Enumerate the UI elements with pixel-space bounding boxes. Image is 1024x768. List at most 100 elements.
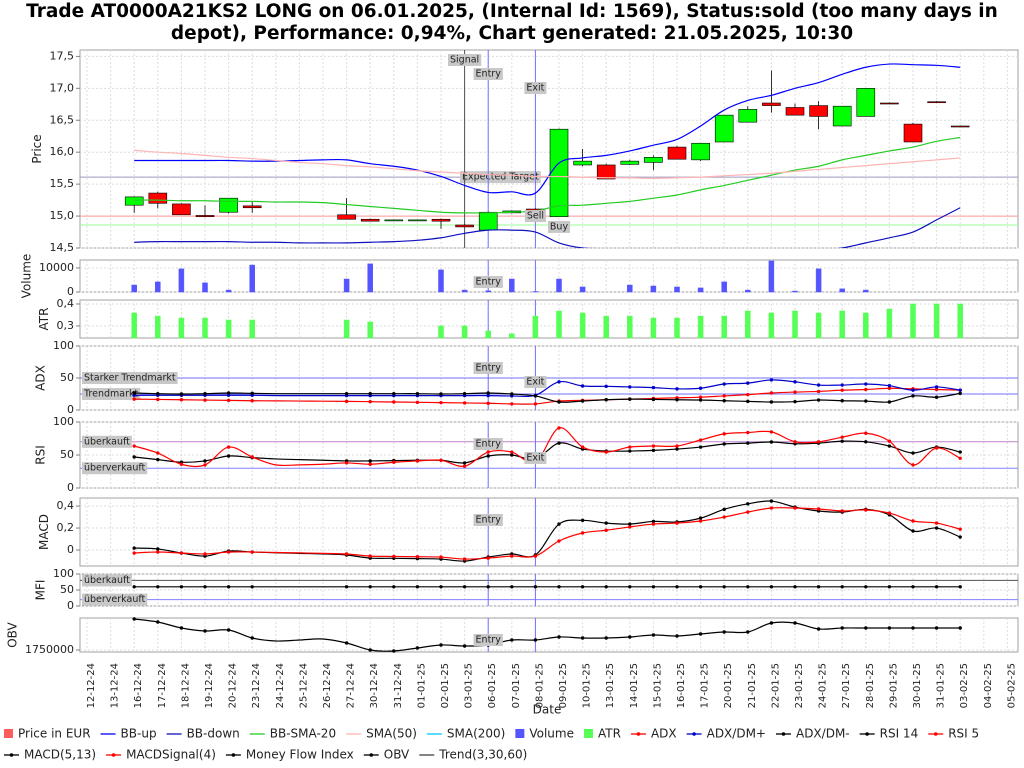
marker: [651, 585, 656, 589]
marker: [132, 585, 136, 589]
x-tick-label: 24-01-25: [818, 663, 829, 708]
line: [134, 149, 961, 179]
marker: [392, 400, 396, 404]
marker: [887, 386, 892, 390]
candle-body: [596, 164, 616, 180]
marker: [368, 459, 372, 463]
marker: [415, 400, 420, 405]
marker: [769, 400, 774, 404]
x-tick-label: 13-12-24: [110, 663, 121, 708]
marker: [911, 529, 915, 533]
legend-label: ADX/DM+: [707, 727, 766, 741]
legend-label: SMA(50): [366, 727, 417, 741]
marker: [392, 554, 396, 559]
bar: [485, 290, 491, 293]
legend-marker: [865, 732, 869, 736]
marker: [132, 397, 136, 401]
x-tick-label: 01-01-25: [416, 663, 427, 708]
bar: [532, 315, 539, 339]
marker: [439, 458, 443, 462]
marker: [439, 555, 443, 559]
bar: [461, 325, 468, 339]
legend-marker: [781, 732, 786, 736]
legend-item: ADX/DM+: [686, 727, 766, 741]
marker: [628, 385, 632, 389]
bar: [721, 315, 727, 339]
marker: [769, 499, 774, 503]
marker: [675, 444, 679, 448]
marker: [368, 585, 372, 589]
line: [134, 392, 961, 403]
bar: [579, 312, 586, 339]
bar: [509, 278, 515, 293]
x-tick-label: 10-01-25: [582, 663, 593, 708]
marker: [533, 394, 538, 398]
marker: [911, 585, 915, 589]
bar: [768, 312, 775, 339]
marker: [462, 644, 467, 648]
chart-title: Trade AT0000A21KS2 LONG on 06.01.2025, (…: [26, 1, 998, 44]
candle-body: [620, 160, 640, 165]
annotation-bg: [547, 220, 571, 233]
marker: [604, 450, 608, 454]
marker: [179, 398, 184, 402]
bar: [461, 289, 468, 293]
marker: [156, 550, 160, 554]
marker: [793, 390, 797, 394]
bar: [155, 281, 161, 293]
marker: [344, 641, 349, 645]
marker: [864, 431, 868, 435]
marker: [250, 636, 254, 640]
legend-swatch: [515, 729, 525, 738]
legend-label: RSI 5: [948, 727, 979, 741]
candle-body: [337, 214, 356, 220]
y-tick-label: 0: [67, 403, 74, 416]
marker: [203, 459, 207, 463]
marker: [368, 462, 372, 466]
marker: [698, 516, 703, 520]
marker: [628, 585, 632, 589]
legend-marker: [933, 732, 938, 736]
marker: [533, 585, 538, 589]
y-tick-label: 100: [53, 567, 74, 580]
marker: [887, 626, 892, 630]
marker: [628, 445, 632, 449]
marker: [698, 386, 703, 390]
marker: [934, 526, 939, 530]
x-tick-label: 29-01-25: [888, 663, 899, 708]
bar: [745, 289, 751, 293]
legend-label: BB-up: [121, 727, 157, 741]
annotation: Signal: [450, 55, 479, 66]
legend-item: ADX: [630, 727, 677, 741]
marker: [156, 620, 160, 624]
marker: [557, 441, 561, 445]
y-tick-label: 0: [67, 599, 74, 612]
candle-body: [832, 105, 852, 127]
legend-label: RSI 14: [880, 727, 919, 741]
bar: [721, 281, 727, 293]
x-tick-label: 22-01-25: [770, 663, 781, 708]
marker: [368, 391, 372, 396]
marker: [510, 392, 514, 396]
marker: [604, 585, 608, 589]
marker: [934, 385, 939, 389]
marker: [722, 507, 726, 512]
marker: [580, 518, 585, 523]
candle-body: [809, 105, 828, 117]
marker: [156, 391, 160, 396]
y-tick-label: 100: [53, 339, 74, 352]
marker: [368, 399, 372, 404]
marker: [557, 400, 561, 404]
bar: [225, 319, 232, 339]
x-tick-label: 25-12-24: [298, 663, 309, 708]
candle-body: [880, 102, 899, 105]
marker: [628, 522, 632, 526]
annotation: Exit: [526, 83, 544, 94]
annotation: Sell: [527, 211, 544, 222]
marker: [580, 585, 585, 589]
marker: [816, 627, 821, 631]
marker: [179, 392, 184, 396]
marker: [816, 440, 821, 444]
marker: [462, 585, 467, 589]
y-tick-label: 16,5: [50, 113, 75, 126]
